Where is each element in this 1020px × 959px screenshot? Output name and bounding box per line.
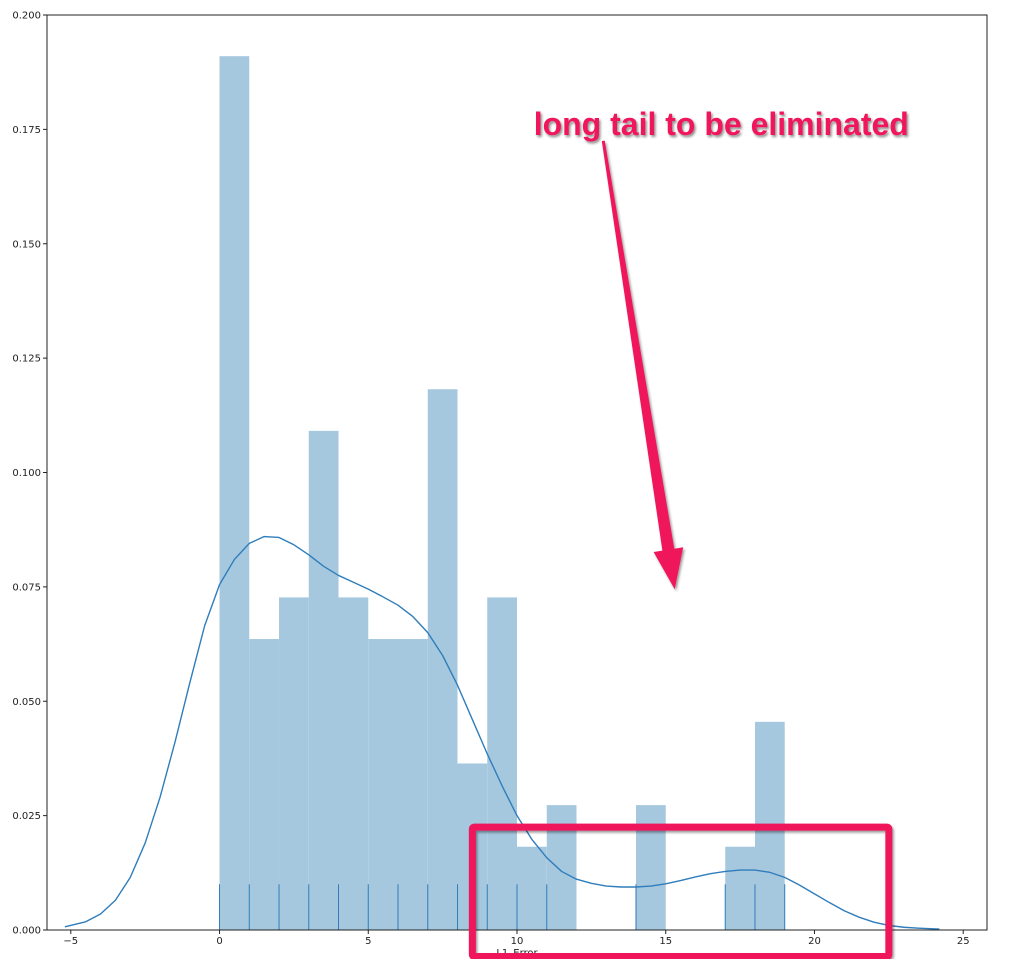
histogram-bar — [398, 639, 428, 930]
y-tick-label: 0.150 — [12, 239, 41, 250]
histogram-bar — [338, 597, 369, 930]
highlight-box — [468, 823, 893, 959]
x-tick-label: 0 — [216, 936, 222, 947]
y-tick-label: 0.075 — [12, 582, 41, 593]
histogram-bar — [219, 56, 250, 931]
histogram-bar — [427, 389, 458, 930]
histogram-bar — [279, 597, 309, 930]
x-tick-label: 5 — [365, 936, 371, 947]
y-tick-label: 0.050 — [12, 697, 41, 708]
histogram-bar — [368, 639, 399, 930]
kde-line — [64, 535, 940, 930]
annotation-text: long tail to be eliminated — [534, 106, 909, 142]
y-tick-label: 0.125 — [12, 354, 41, 365]
histogram-bar — [517, 846, 547, 930]
histogram-bar — [249, 639, 280, 930]
y-tick-label: 0.025 — [12, 811, 41, 822]
histogram-bar — [725, 846, 755, 930]
histogram-bars — [219, 56, 785, 931]
y-tick-label: 0.000 — [12, 926, 41, 937]
annotation: long tail to be eliminated — [468, 106, 909, 959]
x-tick-label: 10 — [511, 936, 524, 947]
y-tick-label: 0.100 — [12, 468, 41, 479]
x-tick-label: 15 — [659, 936, 672, 947]
x-tick-label: 25 — [957, 936, 970, 947]
rug-marks — [219, 884, 786, 930]
x-tick-label: −5 — [63, 936, 78, 947]
x-tick-label: 20 — [808, 936, 821, 947]
y-tick-label: 0.175 — [12, 125, 41, 136]
annotation-arrow — [601, 140, 684, 590]
axes: −5 0 5 10 15 20 25 0.000 0.025 0.050 0.075 0.100 0.1… — [12, 11, 988, 959]
y-tick-label: 0.200 — [12, 11, 41, 22]
histogram-bar — [308, 430, 339, 930]
